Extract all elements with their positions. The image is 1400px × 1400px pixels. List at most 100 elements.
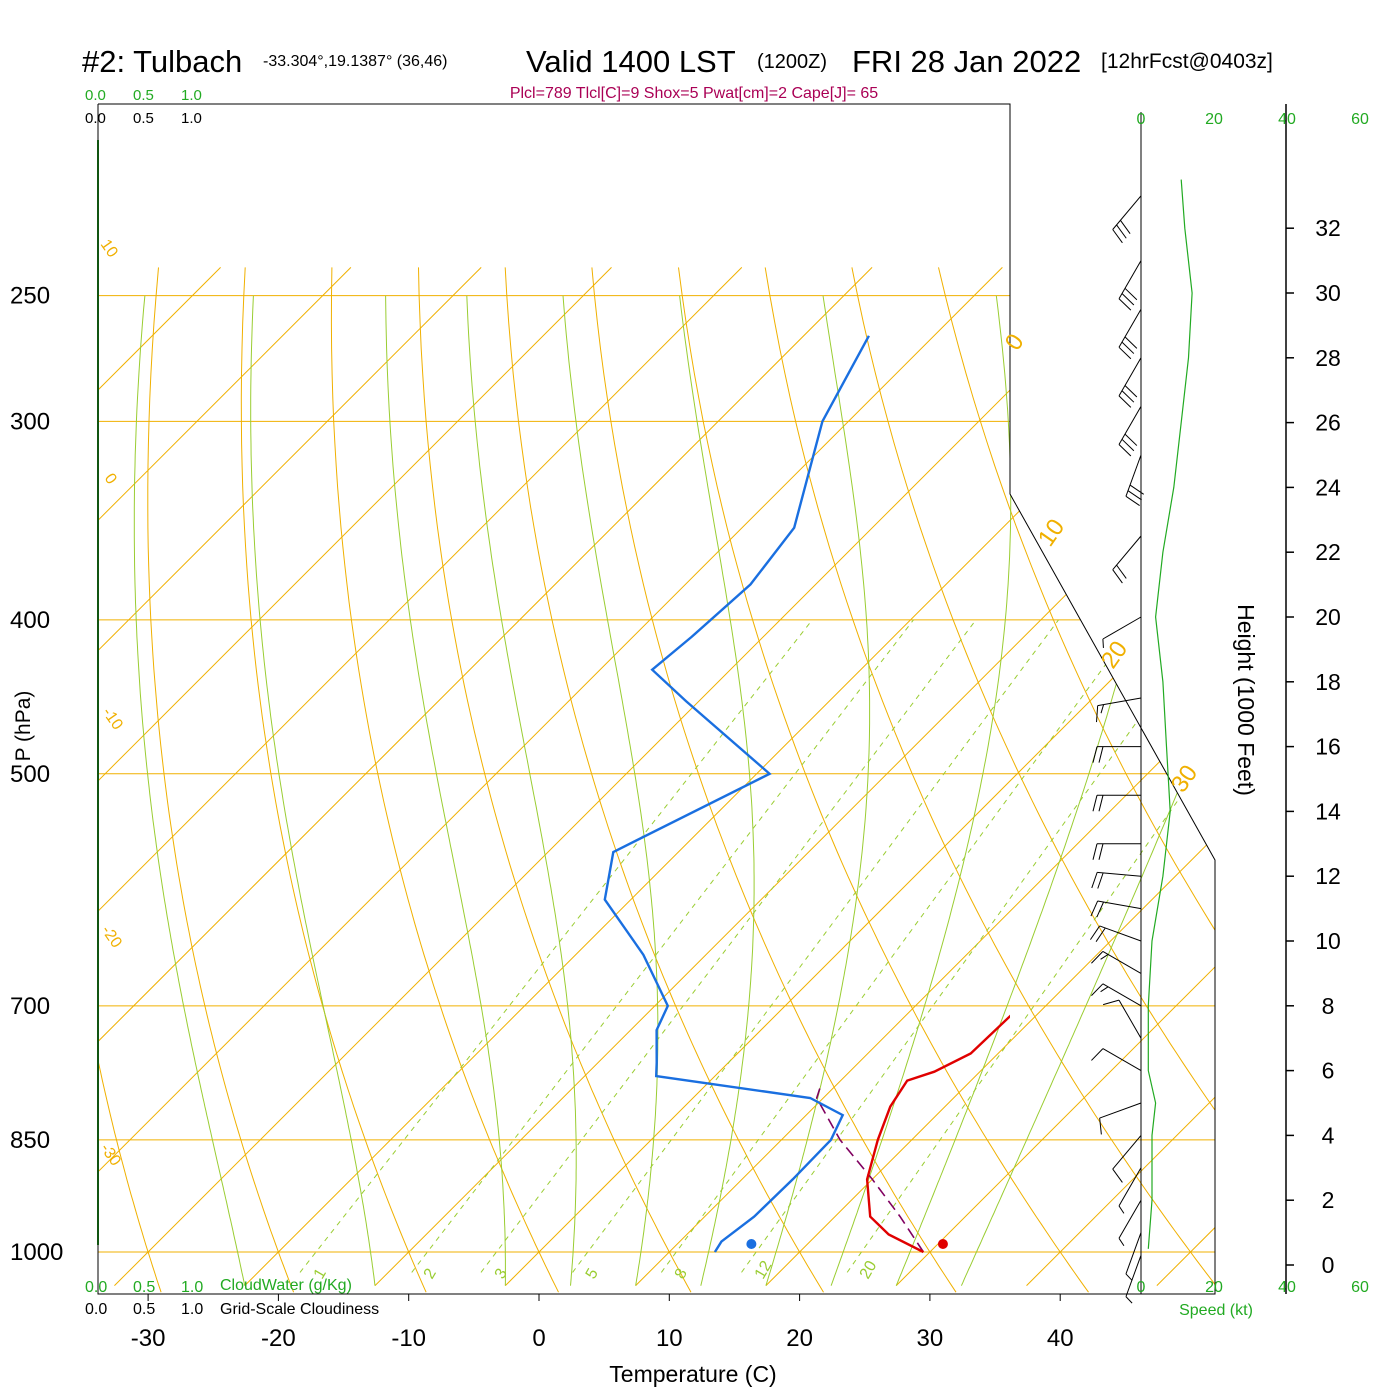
surface-dewpoint-point: [746, 1239, 757, 1249]
plot-frame: [97, 103, 1216, 1295]
isotherm: [374, 267, 1215, 1287]
height-tick-label: 20: [1315, 604, 1341, 630]
pressure-tick-label: 1000: [10, 1239, 63, 1266]
wind-barb: [1103, 999, 1142, 1039]
dry-adiabat: [1024, 267, 1215, 1293]
temperature-tick-label: -30: [131, 1325, 166, 1352]
temperature-tick-label: 0: [532, 1325, 545, 1352]
mixing-ratio-line: [411, 619, 914, 1273]
cloud-tick-label: 0.0: [85, 1279, 107, 1296]
wind-barb: [1118, 357, 1142, 408]
isotherm: [635, 267, 1215, 1287]
dry-adiabat: [418, 267, 692, 1293]
dry-adiabat-label: 0: [101, 471, 120, 488]
height-tick-label: 14: [1315, 798, 1341, 824]
dry-adiabat: [330, 267, 559, 1293]
height-tick-label: 18: [1315, 669, 1341, 695]
speed-tick-label: 20: [1205, 1279, 1223, 1296]
station-coords: -33.304°,19.1387° (36,46): [263, 53, 447, 70]
wind-barb: [1118, 406, 1142, 457]
isotherm: [895, 267, 1215, 1287]
isotherm-label: 10: [1033, 514, 1070, 551]
cloudwater-label: CloudWater (g/Kg): [220, 1277, 352, 1294]
mixing-ratio-label: 5: [583, 1266, 602, 1282]
dry-adiabat-label: -10: [99, 705, 126, 734]
wind-barb: [1091, 983, 1142, 1007]
mixing-ratio-line: [741, 619, 1211, 1273]
wind-barb: [1091, 950, 1142, 974]
isotherm: [98, 267, 352, 1287]
wind-barb: [1090, 925, 1142, 942]
station-title: #2: Tulbach: [82, 44, 242, 79]
temperature-tick-label: 40: [1047, 1325, 1074, 1352]
wind-barb: [1118, 308, 1142, 360]
dry-adiabat-label: -30: [97, 1141, 124, 1170]
wind-barb: [1112, 535, 1142, 584]
moist-adiabat: [385, 295, 506, 1286]
cloud-tick-label: 0.0: [85, 110, 106, 127]
height-tick-label: 32: [1315, 215, 1341, 241]
dry-adiabat: [591, 267, 957, 1293]
mixing-ratio-line: [572, 619, 1059, 1273]
mixing-ratio-line: [299, 619, 813, 1273]
temperature-tick-label: -10: [391, 1325, 426, 1352]
pressure-tick-label: 850: [10, 1127, 50, 1154]
mixing-ratio-label: 12: [752, 1258, 776, 1282]
dry-adiabat-label: 10: [97, 237, 121, 261]
dry-adiabat: [98, 267, 162, 1293]
temperature-axis-label: Temperature (C): [609, 1361, 776, 1387]
pressure-tick-label: 250: [10, 283, 50, 310]
wind-barb: [1125, 1232, 1142, 1281]
speed-tick-label: 40: [1278, 1279, 1296, 1296]
height-tick-label: 8: [1322, 993, 1335, 1019]
moist-adiabat: [679, 295, 755, 1286]
height-tick-label: 4: [1322, 1122, 1335, 1148]
height-tick-label: 30: [1315, 280, 1341, 306]
stability-indices: Plcl=789 Tlcl[C]=9 Shox=5 Pwat[cm]=2 Cap…: [510, 85, 878, 102]
cloud-tick-label: 1.0: [181, 1279, 203, 1296]
wind-barb: [1091, 871, 1142, 889]
mixing-ratio-line: [846, 619, 1215, 1273]
dry-adiabat: [764, 267, 1215, 1293]
parcel-curve: [815, 1088, 925, 1253]
mixing-ratio-label: 20: [857, 1258, 881, 1282]
moist-adiabat: [250, 295, 376, 1286]
isotherm: [504, 267, 1215, 1287]
temperature-tick-label: 30: [917, 1325, 944, 1352]
isotherm: [114, 267, 1134, 1287]
isotherm-label: 20: [1096, 636, 1133, 673]
pressure-tick-label: 500: [10, 761, 50, 788]
isotherm: [1287, 267, 1400, 1285]
cloud-tick-label: 0.5: [133, 1301, 155, 1318]
wind-barb: [1091, 1048, 1142, 1072]
wind-barb: [1118, 1167, 1142, 1214]
isotherm-label: 30: [1166, 760, 1203, 797]
cloud-tick-label: 0.0: [85, 87, 106, 104]
dry-adiabat: [1372, 267, 1400, 1292]
isotherm: [98, 267, 873, 1287]
pressure-tick-label: 700: [10, 993, 50, 1020]
temperature-tick-label: 20: [786, 1325, 813, 1352]
height-tick-label: 0: [1322, 1252, 1335, 1278]
valid-time: Valid 1400 LST: [526, 44, 736, 79]
cloudiness-label: Grid-Scale Cloudiness: [220, 1301, 379, 1318]
mixing-ratio-label: 8: [672, 1266, 691, 1282]
height-tick-label: 22: [1315, 539, 1341, 565]
moist-adiabat: [830, 295, 1012, 1286]
speed-tick-label: 20: [1205, 111, 1223, 128]
cloud-tick-label: 1.0: [181, 1301, 203, 1318]
wind-barb: [1118, 260, 1142, 311]
moist-adiabat: [133, 295, 246, 1286]
wind-barb: [1099, 1102, 1142, 1135]
height-tick-label: 16: [1315, 734, 1341, 760]
mixing-ratio-label: 2: [421, 1266, 440, 1282]
mixing-ratio-line: [480, 619, 977, 1273]
height-tick-label: 28: [1315, 345, 1341, 371]
moist-adiabat: [562, 295, 659, 1286]
moist-adiabat: [765, 295, 871, 1286]
cloud-tick-label: 1.0: [181, 110, 202, 127]
moist-adiabat: [466, 295, 577, 1286]
surface-temperature-point: [937, 1239, 948, 1249]
